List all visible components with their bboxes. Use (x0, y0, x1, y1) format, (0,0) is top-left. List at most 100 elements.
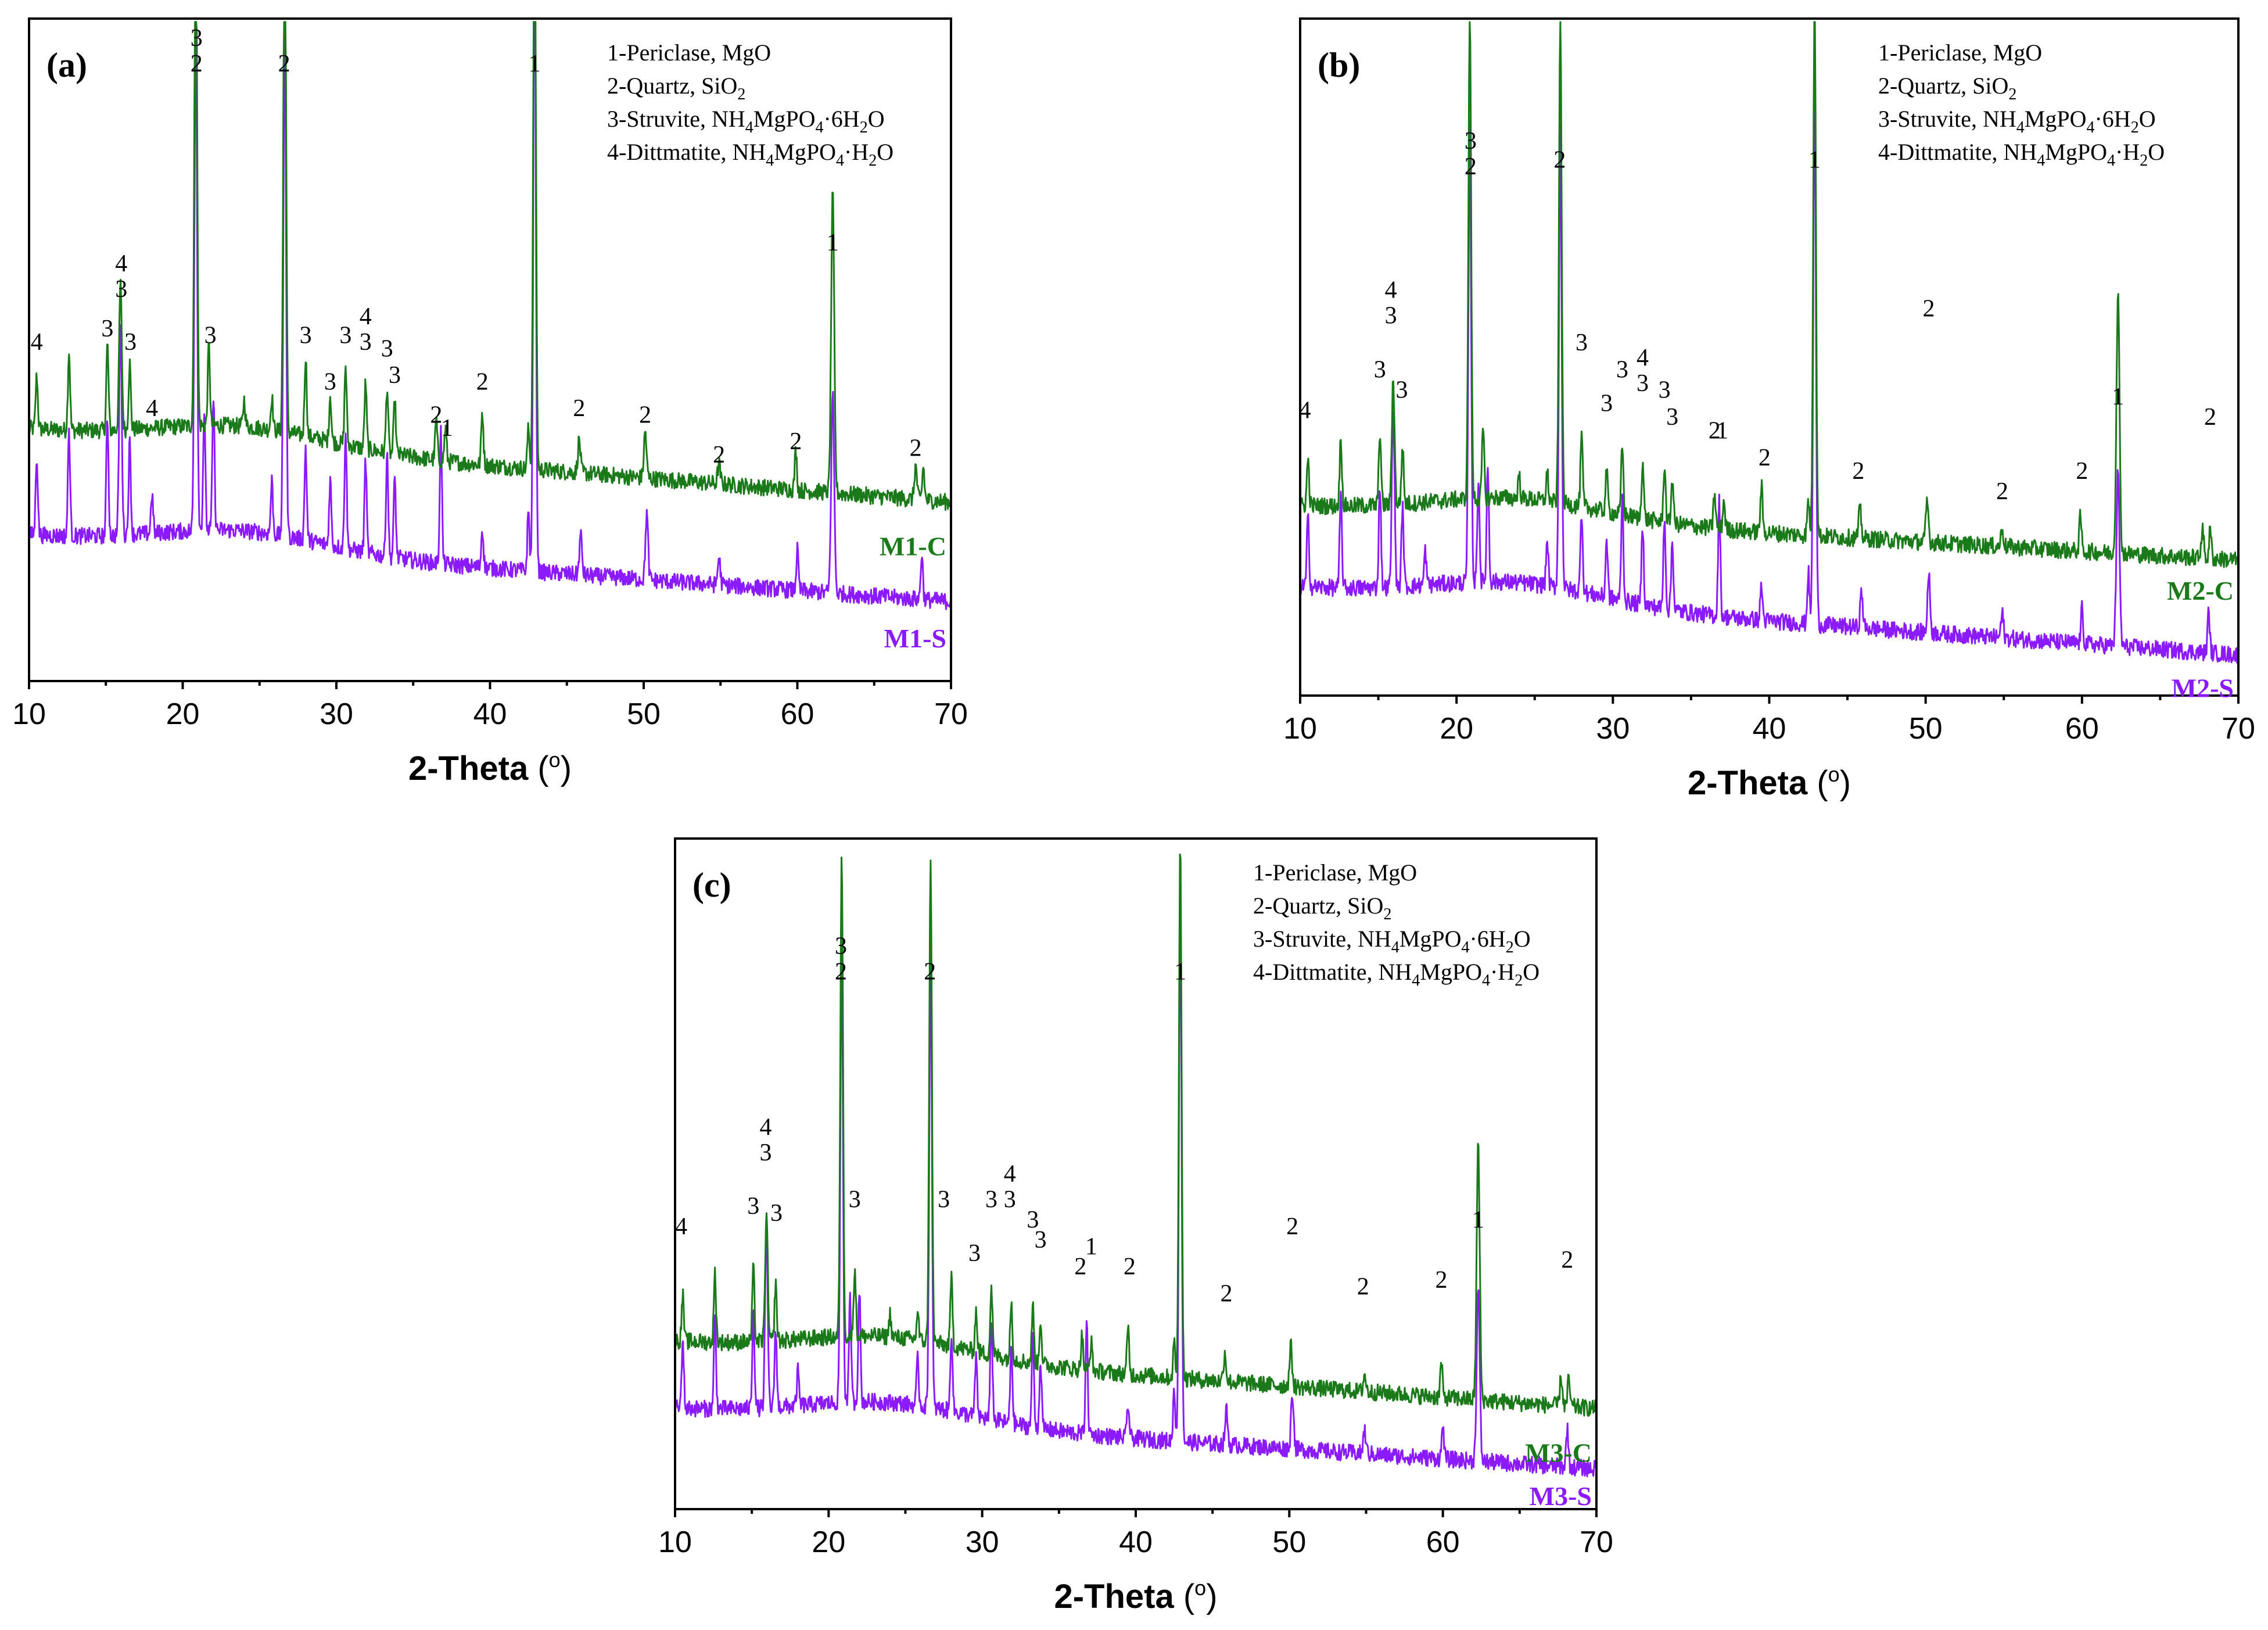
peak-label: 3 (1637, 370, 1649, 397)
peak-label: 3 (124, 329, 137, 356)
peak-label: 3 (835, 933, 847, 959)
peak-label: 2 (573, 395, 585, 422)
peak-label: 2 (1357, 1274, 1369, 1301)
peak-label: 3 (300, 323, 312, 349)
peak-label: 3 (1666, 404, 1678, 431)
peak-label: 3 (938, 1187, 950, 1213)
peak-label: 4 (146, 395, 158, 422)
peak-label: 3 (1659, 377, 1671, 403)
peak-label: 3 (1576, 329, 1588, 356)
peak-label: 3 (1374, 356, 1386, 383)
x-axis-label: 2-Theta (o) (1054, 1576, 1217, 1615)
peak-label: 1 (827, 230, 839, 256)
x-tick-label: 50 (1272, 1525, 1306, 1559)
peak-label: 2 (1436, 1267, 1448, 1294)
series-label-M2-C: M2-C (2167, 576, 2234, 606)
peak-label: 3 (770, 1200, 783, 1227)
peak-label: 2 (1553, 146, 1566, 173)
peak-label: 4 (360, 303, 372, 330)
x-tick-label: 60 (1426, 1525, 1460, 1559)
peak-label: 3 (381, 335, 393, 362)
peak-label: 2 (1996, 478, 2008, 505)
legend-entry: 4-Dittmatite, NH4MgPO4·H2O (1253, 959, 1539, 990)
series-line-M3-C (674, 853, 1598, 1417)
legend-entry: 3-Struvite, NH4MgPO4·6H2O (1253, 926, 1531, 956)
peak-label: 4 (31, 329, 43, 356)
peak-label: 3 (339, 323, 351, 349)
x-axis-label: 2-Theta (o) (1688, 762, 1851, 802)
x-axis-label: 2-Theta (o) (408, 748, 572, 787)
legend-entry: 1-Periclase, MgO (607, 40, 771, 66)
peak-label: 1 (1174, 958, 1186, 985)
peak-label: 3 (324, 368, 336, 395)
peak-label: 3 (1385, 302, 1397, 329)
peak-label: 1 (1085, 1233, 1097, 1260)
peak-label: 1 (529, 51, 541, 77)
peak-label: 3 (759, 1140, 771, 1166)
peak-label: 2 (2076, 458, 2088, 485)
peak-label: 3 (985, 1187, 997, 1213)
series-line-M3-S (674, 919, 1598, 1478)
panel-1: 10 20 30 40 50 60 70 2-Theta (o) (a) 1-Periclase,… (12, 17, 968, 787)
peak-label: 3 (1616, 356, 1628, 383)
x-tick-label: 50 (1909, 712, 1943, 746)
peak-label: 2 (2204, 404, 2216, 431)
peak-label: 1 (1716, 417, 1728, 444)
peak-label: 2 (1286, 1213, 1298, 1240)
peak-label: 2 (430, 402, 442, 428)
x-tick-label: 60 (2065, 712, 2099, 746)
peak-label: 2 (1923, 296, 1935, 323)
peak-label: 2 (1759, 445, 1771, 471)
peak-label: 2 (924, 958, 936, 985)
panel-label: (b) (1318, 46, 1360, 84)
series-label-M3-C: M3-C (1525, 1438, 1592, 1467)
peak-label: 2 (476, 368, 489, 395)
legend-entry: 4-Dittmatite, NH4MgPO4·H2O (1878, 139, 2165, 170)
peak-label: 3 (1600, 391, 1613, 417)
peak-label: 3 (389, 362, 401, 389)
peak-label: 1 (1472, 1206, 1484, 1233)
peak-label: 2 (910, 435, 922, 461)
peak-label: 1 (441, 415, 453, 442)
peak-label: 1 (2112, 384, 2124, 410)
peak-label: 2 (1220, 1280, 1232, 1307)
peak-label: 2 (1561, 1247, 1573, 1274)
x-tick-label: 50 (627, 697, 661, 731)
legend-entry: 2-Quartz, SiO2 (1878, 73, 2016, 103)
peak-label: 4 (1637, 345, 1649, 371)
peak-label: 3 (1027, 1206, 1039, 1233)
peak-label: 2 (1852, 458, 1864, 485)
peak-label: 2 (191, 51, 203, 77)
peak-label: 2 (713, 442, 725, 468)
legend-entry: 1-Periclase, MgO (1253, 859, 1417, 886)
x-tick-label: 30 (1596, 712, 1630, 746)
peak-label: 3 (1004, 1187, 1016, 1213)
peak-label: 2 (1465, 153, 1477, 180)
series-label-M3-S: M3-S (1530, 1481, 1592, 1511)
legend-entry: 4-Dittmatite, NH4MgPO4·H2O (607, 139, 893, 170)
x-tick-label: 40 (1753, 712, 1786, 746)
peak-label: 2 (278, 51, 290, 77)
peak-label: 4 (759, 1114, 771, 1141)
panel-2: 10 20 30 40 50 60 70 2-Theta (o) (b) 1-Periclase,… (1283, 17, 2255, 802)
series-line-M2-S (1299, 85, 2240, 664)
peak-label: 2 (835, 958, 847, 985)
legend-entry: 2-Quartz, SiO2 (1253, 893, 1391, 923)
panel-label: (c) (692, 866, 731, 904)
x-tick-label: 20 (1440, 712, 1473, 746)
peak-label: 2 (790, 428, 802, 455)
peak-label: 2 (639, 402, 651, 428)
panel-3: 10 20 30 40 50 60 70 2-Theta (o) (c) 1-Periclase,… (658, 837, 1613, 1615)
peak-label: 3 (1395, 377, 1408, 403)
peak-label: 3 (1465, 128, 1477, 155)
x-tick-label: 30 (966, 1525, 999, 1559)
x-tick-label: 40 (473, 697, 507, 731)
x-tick-label: 70 (934, 697, 968, 731)
legend-entry: 3-Struvite, NH4MgPO4·6H2O (1878, 106, 2156, 137)
peak-label: 1 (1808, 146, 1821, 173)
legend-entry: 3-Struvite, NH4MgPO4·6H2O (607, 106, 885, 137)
series-line-M2-C (1299, 21, 2240, 568)
x-tick-label: 10 (1283, 712, 1317, 746)
series-label-M2-S: M2-S (2172, 673, 2234, 703)
peak-label: 2 (1124, 1253, 1136, 1280)
